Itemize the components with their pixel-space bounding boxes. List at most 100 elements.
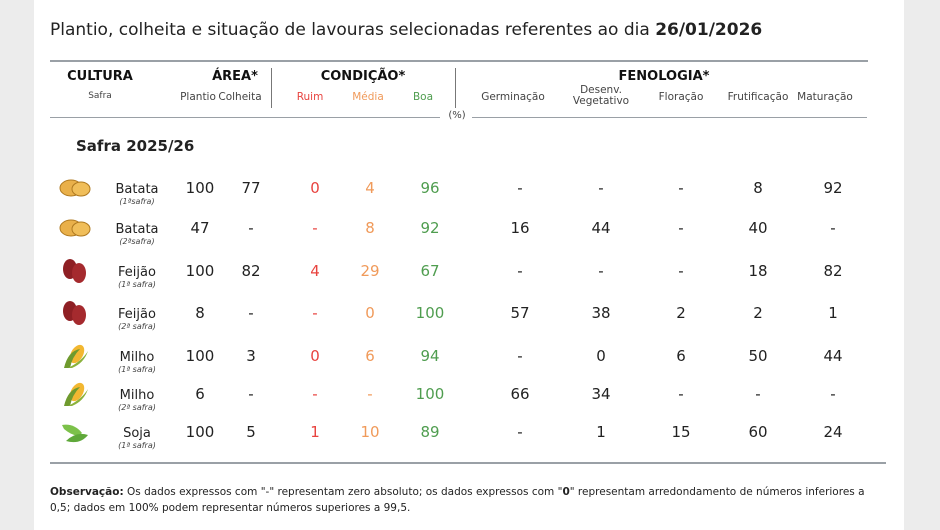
cell-media: 6 [365,347,375,365]
cell-mat: - [830,219,836,237]
cell-desenv: - [598,262,604,280]
section-title: Safra 2025/26 [76,137,195,155]
header-colheita: Colheita [218,91,262,103]
cell-germ: 66 [510,385,530,403]
header-desenv-vegetativo: Desenv. Vegetativo [572,84,630,107]
cell-germ: - [517,262,523,280]
cell-mat: 82 [823,262,843,280]
cell-ruim: 1 [310,423,320,441]
header-safra: Safra [88,91,112,101]
cell-frut: 8 [753,179,763,197]
cell-boa: 100 [415,385,445,403]
cell-plantio: 100 [185,262,215,280]
corn-icon [58,343,92,369]
cell-boa: 100 [415,304,445,322]
footer-rule [50,462,886,464]
crop-name: Batata (2ªsafra) [115,222,159,246]
header-maturacao: Maturação [797,91,853,103]
cell-frut: 18 [748,262,768,280]
bean-icon [58,258,92,284]
cell-media: 4 [365,179,375,197]
cell-flor: - [678,385,684,403]
cell-mat: - [830,385,836,403]
cell-frut: 50 [748,347,768,365]
cell-plantio: 8 [195,304,205,322]
crop-name: Soja (1ª safra) [118,426,156,450]
cell-colheita: - [248,304,254,322]
cell-flor: - [678,219,684,237]
cell-ruim: 4 [310,262,320,280]
cell-germ: 16 [510,219,530,237]
cell-germ: - [517,179,523,197]
cell-colheita: - [248,385,254,403]
cell-plantio: 100 [185,179,215,197]
cell-germ: - [517,423,523,441]
header-frutificacao: Frutificação [727,91,789,103]
header-floracao: Floração [658,91,704,103]
bean-icon [58,300,92,326]
cell-frut: 60 [748,423,768,441]
cell-frut: 40 [748,219,768,237]
potato-icon [58,175,92,201]
cell-plantio: 47 [190,219,210,237]
crop-name: Feijão (2ª safra) [118,307,156,331]
header-boa: Boa [412,91,434,103]
cell-flor: 6 [676,347,686,365]
cell-desenv: 44 [591,219,611,237]
cell-mat: 1 [828,304,838,322]
cell-flor: 2 [676,304,686,322]
cell-flor: - [678,179,684,197]
header-media: Média [352,91,384,103]
cell-desenv: 38 [591,304,611,322]
unit-label: (%) [448,110,466,121]
header-condicao: CONDIÇÃO* [320,69,406,84]
page-title: Plantio, colheita e situação de lavouras… [50,20,763,40]
cell-ruim: - [312,219,318,237]
cell-boa: 92 [420,219,440,237]
cell-colheita: - [248,219,254,237]
cell-mat: 24 [823,423,843,441]
cell-media: 10 [360,423,380,441]
cell-plantio: 100 [185,347,215,365]
cell-colheita: 77 [241,179,261,197]
cell-ruim: 0 [310,347,320,365]
cell-ruim: - [312,304,318,322]
cell-flor: - [678,262,684,280]
observation-note: Observação: Os dados expressos com "-" r… [50,486,865,514]
cell-germ: 57 [510,304,530,322]
crop-name: Feijão (1ª safra) [118,265,156,289]
cell-desenv: - [598,179,604,197]
report-page: Plantio, colheita e situação de lavouras… [34,0,904,530]
crop-name: Milho (1ª safra) [118,350,156,374]
divider [455,68,456,108]
cell-boa: 89 [420,423,440,441]
cell-colheita: 5 [246,423,256,441]
header-bottom-rule [50,117,440,118]
header-cultura: CULTURA [67,69,133,84]
crop-name: Milho (2ª safra) [118,388,156,412]
cell-desenv: 0 [596,347,606,365]
divider [271,68,272,108]
cell-boa: 94 [420,347,440,365]
cell-boa: 96 [420,179,440,197]
cell-media: - [367,385,373,403]
cell-ruim: 0 [310,179,320,197]
cell-frut: 2 [753,304,763,322]
cell-flor: 15 [671,423,691,441]
cell-ruim: - [312,385,318,403]
header-area: ÁREA* [212,69,258,84]
cell-mat: 44 [823,347,843,365]
crop-name: Batata (1ªsafra) [115,182,159,206]
cell-mat: 92 [823,179,843,197]
cell-germ: - [517,347,523,365]
cell-desenv: 1 [596,423,606,441]
soy-icon [58,419,92,445]
header-top-rule [50,60,868,62]
cell-media: 0 [365,304,375,322]
cell-desenv: 34 [591,385,611,403]
cell-frut: - [755,385,761,403]
header-fenologia: FENOLOGIA* [618,69,710,84]
corn-icon [58,381,92,407]
potato-icon [58,215,92,241]
cell-boa: 67 [420,262,440,280]
